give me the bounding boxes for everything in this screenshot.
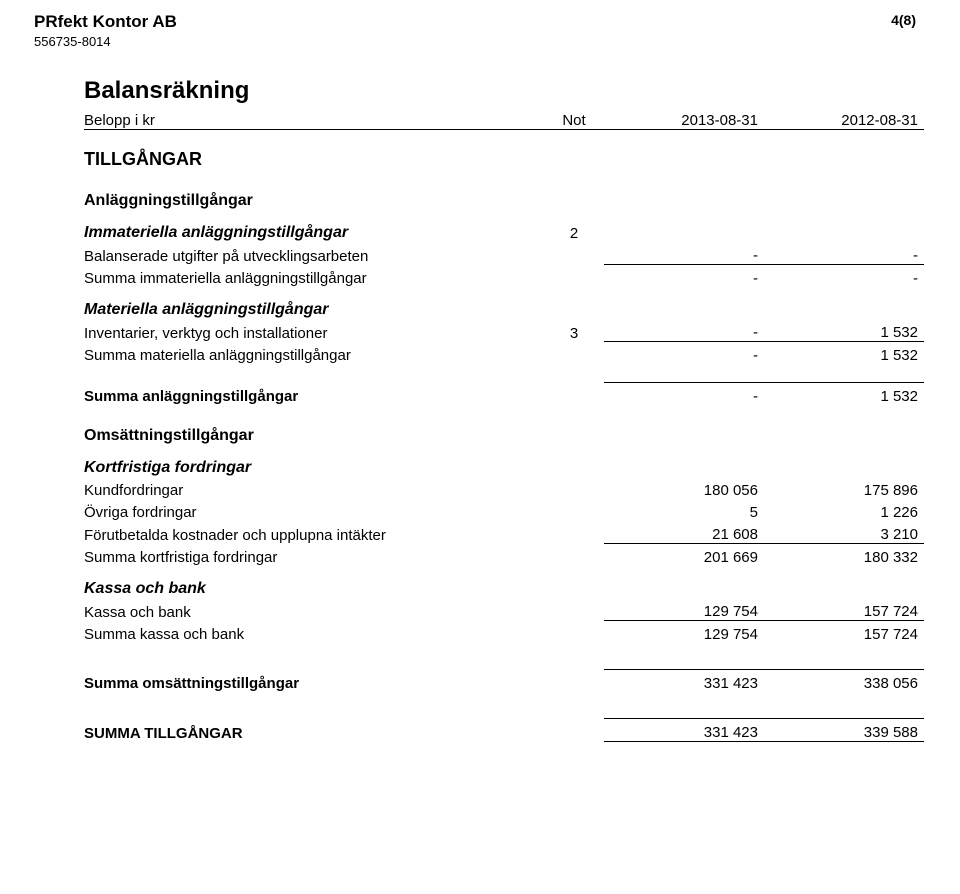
row-value-y2: 1 532	[764, 319, 924, 342]
section-omsattning: Omsättningstillgångar	[84, 423, 924, 445]
row-value-y1: -	[604, 383, 764, 406]
section-heading: Anläggningstillgångar	[84, 188, 544, 210]
row-value-y1: 129 754	[604, 621, 764, 644]
row-value-y1: -	[604, 242, 764, 265]
note-ref: 2	[544, 220, 604, 242]
row-value-y2: 175 896	[764, 477, 924, 499]
row-label: Förutbetalda kostnader och upplupna intä…	[84, 521, 544, 544]
row-value-y1: 180 056	[604, 477, 764, 499]
section-heading: Immateriella anläggningstillgångar	[84, 220, 544, 242]
section-heading: Omsättningstillgångar	[84, 423, 544, 445]
row-label: Summa materiella anläggningstillgångar	[84, 342, 544, 365]
colhdr-not: Not	[544, 105, 604, 130]
row-value-y2: 338 056	[764, 670, 924, 693]
row-label: Summa immateriella anläggningstillgångar	[84, 265, 544, 288]
row-value-y2: -	[764, 265, 924, 288]
row-summa-materiella: Summa materiella anläggningstillgångar -…	[84, 342, 924, 365]
column-header-row: Belopp i kr Not 2013-08-31 2012-08-31	[84, 105, 924, 130]
section-kassa-bank: Kassa och bank	[84, 576, 924, 598]
row-value-y2: 339 588	[764, 719, 924, 742]
row-label: Balanserade utgifter på utvecklingsarbet…	[84, 242, 544, 265]
row-label: Inventarier, verktyg och installationer	[84, 319, 544, 342]
page: PRfekt Kontor AB 556735-8014 4(8) Balans…	[0, 0, 960, 894]
row-value-y1: 129 754	[604, 598, 764, 621]
row-label: Summa kortfristiga fordringar	[84, 544, 544, 567]
row-label: Summa omsättningstillgångar	[84, 670, 544, 693]
row-label: Övriga fordringar	[84, 499, 544, 521]
content: Balansräkning Belopp i kr Not 2013-08-31…	[84, 77, 924, 742]
section-heading: Kortfristiga fordringar	[84, 455, 544, 477]
page-title: Balansräkning	[84, 77, 924, 105]
row-label: Summa kassa och bank	[84, 621, 544, 644]
row-balanserade-utgifter: Balanserade utgifter på utvecklingsarbet…	[84, 242, 924, 265]
row-summa-omsattning: Summa omsättningstillgångar 331 423 338 …	[84, 670, 924, 693]
row-inventarier: Inventarier, verktyg och installationer …	[84, 319, 924, 342]
row-ovriga-fordringar: Övriga fordringar 5 1 226	[84, 499, 924, 521]
row-value-y2: 157 724	[764, 598, 924, 621]
row-value-y2: 157 724	[764, 621, 924, 644]
row-value-y1: 21 608	[604, 521, 764, 544]
row-value-y1: 201 669	[604, 544, 764, 567]
row-value-y2: 1 532	[764, 342, 924, 365]
section-tillgangar: TILLGÅNGAR	[84, 148, 924, 170]
colhdr-year1: 2013-08-31	[604, 105, 764, 130]
row-summa-kortfristiga-fordringar: Summa kortfristiga fordringar 201 669 18…	[84, 544, 924, 567]
row-label: Kassa och bank	[84, 598, 544, 621]
row-summa-tillgangar: SUMMA TILLGÅNGAR 331 423 339 588	[84, 719, 924, 742]
row-value-y2: -	[764, 242, 924, 265]
row-value-y1: -	[604, 265, 764, 288]
row-value-y1: 331 423	[604, 719, 764, 742]
row-value-y2: 1 226	[764, 499, 924, 521]
section-heading: Kassa och bank	[84, 576, 544, 598]
row-label: Kundfordringar	[84, 477, 544, 499]
row-value-y1: -	[604, 319, 764, 342]
row-value-y2: 180 332	[764, 544, 924, 567]
row-forutbetalda: Förutbetalda kostnader och upplupna intä…	[84, 521, 924, 544]
row-label: Summa anläggningstillgångar	[84, 383, 544, 406]
row-value-y1: 5	[604, 499, 764, 521]
row-summa-immateriella: Summa immateriella anläggningstillgångar…	[84, 265, 924, 288]
row-kassa-bank: Kassa och bank 129 754 157 724	[84, 598, 924, 621]
section-kortfristiga-fordringar: Kortfristiga fordringar	[84, 455, 924, 477]
row-summa-anlaggning: Summa anläggningstillgångar - 1 532	[84, 383, 924, 406]
section-immateriella: Immateriella anläggningstillgångar 2	[84, 220, 924, 242]
section-heading: Materiella anläggningstillgångar	[84, 297, 544, 319]
section-anlaggning: Anläggningstillgångar	[84, 188, 924, 210]
row-value-y1: 331 423	[604, 670, 764, 693]
section-materiella: Materiella anläggningstillgångar	[84, 297, 924, 319]
note-ref: 3	[544, 319, 604, 342]
header-company: PRfekt Kontor AB	[34, 12, 920, 32]
row-summa-kassa-bank: Summa kassa och bank 129 754 157 724	[84, 621, 924, 644]
section-heading: TILLGÅNGAR	[84, 148, 544, 170]
header-page-number: 4(8)	[891, 12, 916, 28]
row-value-y2: 1 532	[764, 383, 924, 406]
row-value-y1: -	[604, 342, 764, 365]
header-orgnr: 556735-8014	[34, 34, 920, 49]
row-label: SUMMA TILLGÅNGAR	[84, 719, 544, 742]
balance-table: Belopp i kr Not 2013-08-31 2012-08-31 TI…	[84, 105, 924, 742]
colhdr-year2: 2012-08-31	[764, 105, 924, 130]
row-value-y2: 3 210	[764, 521, 924, 544]
colhdr-label: Belopp i kr	[84, 105, 544, 130]
row-kundfordringar: Kundfordringar 180 056 175 896	[84, 477, 924, 499]
